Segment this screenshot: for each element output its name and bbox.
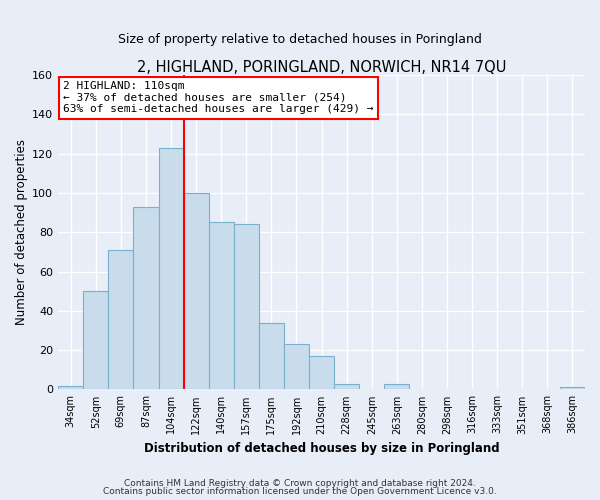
Bar: [109, 250, 133, 390]
Bar: [209, 222, 234, 390]
Bar: [234, 224, 259, 390]
Title: 2, HIGHLAND, PORINGLAND, NORWICH, NR14 7QU: 2, HIGHLAND, PORINGLAND, NORWICH, NR14 7…: [137, 60, 506, 75]
Bar: [384, 384, 409, 390]
Bar: [58, 386, 83, 390]
Text: 2 HIGHLAND: 110sqm
← 37% of detached houses are smaller (254)
63% of semi-detach: 2 HIGHLAND: 110sqm ← 37% of detached hou…: [64, 82, 374, 114]
Text: Contains public sector information licensed under the Open Government Licence v3: Contains public sector information licen…: [103, 487, 497, 496]
Bar: [83, 291, 109, 390]
Bar: [334, 384, 359, 390]
Text: Contains HM Land Registry data © Crown copyright and database right 2024.: Contains HM Land Registry data © Crown c…: [124, 478, 476, 488]
Bar: [560, 388, 585, 390]
Bar: [259, 322, 284, 390]
Bar: [158, 148, 184, 390]
Bar: [184, 193, 209, 390]
Bar: [284, 344, 309, 390]
Bar: [309, 356, 334, 390]
Y-axis label: Number of detached properties: Number of detached properties: [15, 139, 28, 325]
Text: Size of property relative to detached houses in Poringland: Size of property relative to detached ho…: [118, 32, 482, 46]
Bar: [133, 206, 158, 390]
X-axis label: Distribution of detached houses by size in Poringland: Distribution of detached houses by size …: [144, 442, 499, 455]
